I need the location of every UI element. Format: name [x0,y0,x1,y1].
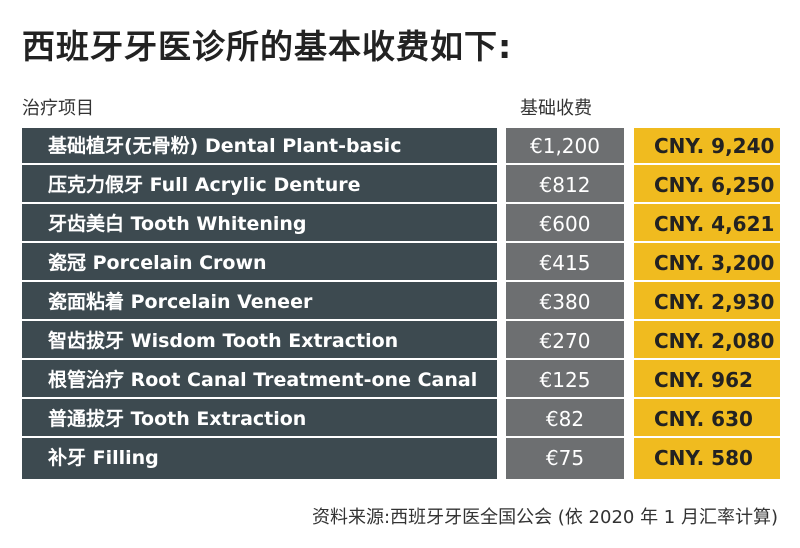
cny-price: CNY. 962 [654,368,753,392]
table-row: €270 [506,323,624,360]
cny-price: CNY. 630 [654,407,753,431]
table-row: CNY. 3,200 [634,245,780,282]
table-row: €415 [506,245,624,282]
table-row: 补牙 Filling [22,440,497,477]
euro-price: €600 [539,212,591,236]
table-row: €600 [506,206,624,243]
table-row: €812 [506,167,624,204]
cny-price: CNY. 9,240 [654,134,775,158]
treatment-name: 根管治疗 Root Canal Treatment-one Canal [48,369,478,391]
table-row: 普通拔牙 Tooth Extraction [22,401,497,438]
cny-price: CNY. 6,250 [654,173,775,197]
table-row: 牙齿美白 Tooth Whitening [22,206,497,243]
table-row: 基础植牙(无骨粉) Dental Plant-basic [22,128,497,165]
treatment-name: 基础植牙(无骨粉) Dental Plant-basic [48,135,402,157]
cny-price: CNY. 580 [654,446,753,470]
table-row: 根管治疗 Root Canal Treatment-one Canal [22,362,497,399]
table-row: CNY. 962 [634,362,780,399]
page-title: 西班牙牙医诊所的基本收费如下: [22,27,513,66]
cny-price: CNY. 2,080 [654,329,775,353]
euro-price: €812 [539,173,591,197]
euro-price-column: €1,200 €812 €600 €415 €380 €270 €125 €82… [506,128,624,479]
treatment-name: 牙齿美白 Tooth Whitening [48,213,307,235]
euro-price: €415 [539,251,591,275]
table-row: CNY. 2,080 [634,323,780,360]
table-row: CNY. 9,240 [634,128,780,165]
table-row: €1,200 [506,128,624,165]
euro-price: €125 [539,368,591,392]
source-note: 资料来源:西班牙牙医全国公会 (依 2020 年 1 月汇率计算) [312,507,778,528]
cny-price: CNY. 4,621 [654,212,775,236]
euro-price: €82 [545,407,585,431]
table-row: €380 [506,284,624,321]
table-row: 瓷面粘着 Porcelain Veneer [22,284,497,321]
table-row: €125 [506,362,624,399]
treatment-name: 瓷面粘着 Porcelain Veneer [48,291,313,313]
treatment-name: 补牙 Filling [48,447,159,469]
euro-price: €380 [539,290,591,314]
header-treatment-item: 治疗项目 [22,98,94,119]
cny-price: CNY. 2,930 [654,290,775,314]
table-row: €75 [506,440,624,477]
table-row: CNY. 2,930 [634,284,780,321]
table-row: CNY. 4,621 [634,206,780,243]
table-row: 智齿拔牙 Wisdom Tooth Extraction [22,323,497,360]
euro-price: €270 [539,329,591,353]
table-row: CNY. 580 [634,440,780,477]
euro-price: €1,200 [530,134,600,158]
treatment-name: 智齿拔牙 Wisdom Tooth Extraction [48,330,399,352]
table-row: CNY. 6,250 [634,167,780,204]
header-base-fee: 基础收费 [520,98,592,119]
treatment-name: 普通拔牙 Tooth Extraction [48,408,307,430]
euro-price: €75 [545,446,585,470]
treatment-name: 瓷冠 Porcelain Crown [48,252,267,274]
table-row: 压克力假牙 Full Acrylic Denture [22,167,497,204]
cny-price-column: CNY. 9,240 CNY. 6,250 CNY. 4,621 CNY. 3,… [634,128,780,479]
cny-price: CNY. 3,200 [654,251,775,275]
table-row: 瓷冠 Porcelain Crown [22,245,497,282]
treatment-name: 压克力假牙 Full Acrylic Denture [48,174,361,196]
treatment-name-column: 基础植牙(无骨粉) Dental Plant-basic 压克力假牙 Full … [22,128,497,479]
table-row: CNY. 630 [634,401,780,438]
table-row: €82 [506,401,624,438]
